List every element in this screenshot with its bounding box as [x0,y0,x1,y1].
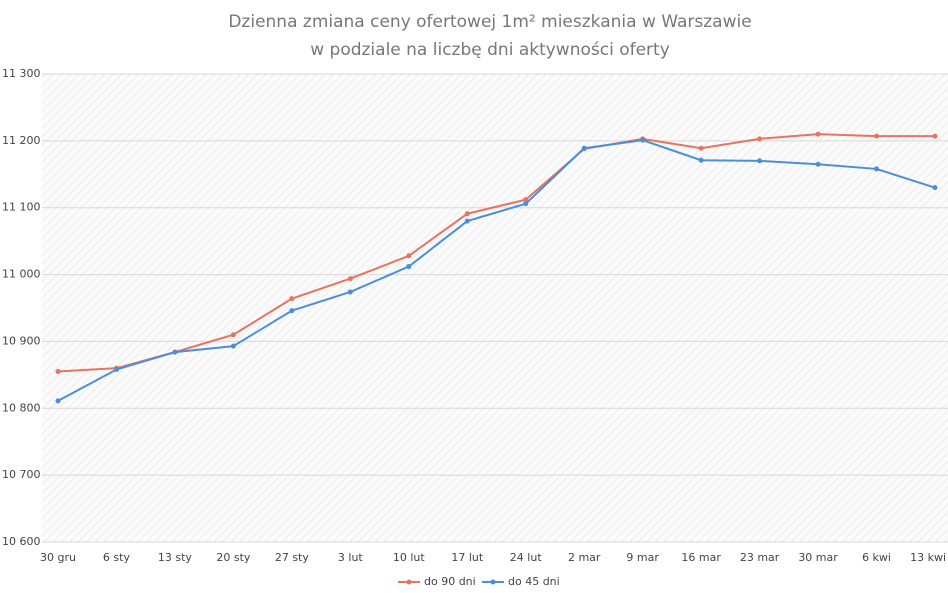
y-tick-label: 11 200 [2,134,41,147]
point [230,332,236,338]
x-tick-label: 9 mar [626,551,659,564]
point [230,343,236,349]
point [932,185,938,191]
x-tick-label: 30 mar [798,551,838,564]
legend-marker [490,579,496,585]
x-tick-label: 23 mar [740,551,780,564]
point [815,131,821,137]
chart-title: Dzienna zmiana ceny ofertowej 1m² mieszk… [228,12,751,32]
y-tick-label: 11 300 [2,67,41,80]
point [523,201,529,207]
point [347,276,353,282]
x-tick-label: 20 sty [216,551,251,564]
point [55,398,61,404]
point [932,133,938,139]
point [347,289,353,295]
x-tick-label: 16 mar [681,551,721,564]
y-tick-label: 10 900 [2,334,41,347]
point [55,369,61,375]
x-tick-label: 6 sty [103,551,131,564]
x-tick-label: 6 kwi [862,551,891,564]
point [172,349,178,355]
y-tick-label: 11 000 [2,268,41,281]
point [289,296,295,302]
series-line [57,133,935,373]
point [523,197,529,203]
point [874,166,880,172]
x-tick-label: 10 lut [393,551,426,564]
x-tick-label: 3 lut [338,551,364,564]
point [289,308,295,314]
point [815,161,821,167]
series-line [57,139,936,402]
point [113,367,119,373]
point [640,137,646,143]
point [581,145,587,151]
x-tick-label: 30 gru [40,551,76,564]
x-tick-label: 27 sty [275,551,310,564]
point [406,264,412,270]
y-tick-label: 10 700 [2,468,41,481]
point [698,157,704,163]
point [464,211,470,217]
point [406,253,412,259]
chart-subtitle: w podziale na liczbę dni aktywności ofer… [310,40,670,60]
legend-marker [406,579,412,585]
x-tick-label: 13 kwi [910,551,946,564]
point [874,133,880,139]
legend-label: do 45 dni [508,575,560,588]
plot-area [42,74,948,542]
x-tick-label: 17 lut [451,551,484,564]
point [698,145,704,151]
x-tick-label: 2 mar [568,551,601,564]
point [464,218,470,224]
x-tick-label: 13 sty [158,551,193,564]
point [757,136,763,142]
y-tick-label: 11 100 [2,201,41,214]
y-tick-label: 10 800 [2,401,41,414]
x-tick-label: 24 lut [510,551,543,564]
y-tick-label: 10 600 [2,535,41,548]
point [757,158,763,164]
legend-label: do 90 dni [424,575,476,588]
